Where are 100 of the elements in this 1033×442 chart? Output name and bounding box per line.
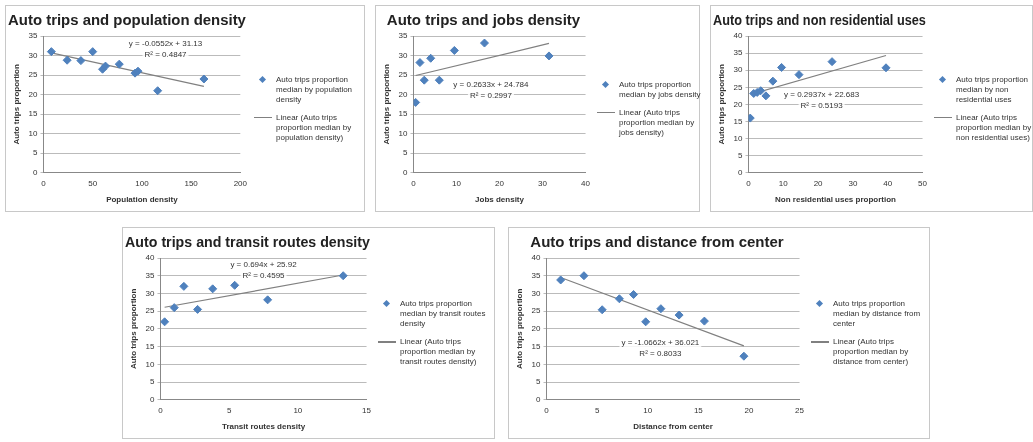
x-tick-label: 150 [184, 178, 199, 188]
y-tick-label: 20 [531, 324, 542, 334]
point [114, 59, 124, 69]
legend-label: Linear (Auto trips proportion median by transit routes density) [400, 337, 478, 367]
y-axis-title: Auto trips proportion [515, 288, 524, 370]
x-tick-label: 50 [918, 178, 928, 188]
x-tick-label: 5 [594, 405, 600, 415]
y-tick-label: 35 [733, 48, 744, 58]
y-axis-title: Auto trips proportion [717, 64, 726, 145]
legend-label: Auto trips proportion median by population density [276, 74, 354, 105]
x-axis-title: Transit routes density [221, 422, 306, 432]
annotation: y = -0.0552x + 31.13 [128, 39, 203, 49]
x-tick-label: 40 [883, 178, 893, 188]
y-tick-label: 20 [398, 89, 409, 99]
point [208, 284, 218, 294]
y-tick-label: 0 [403, 168, 409, 177]
x-tick-label: 20 [813, 178, 824, 188]
y-tick-label: 25 [733, 82, 744, 92]
point [699, 316, 709, 326]
point [76, 56, 86, 66]
point [827, 57, 837, 67]
chart-title: Auto trips and distance from center [530, 233, 784, 251]
legend-label: Linear (Auto trips proportion median by distance from center) [833, 337, 910, 367]
y-tick-label: 5 [150, 377, 156, 387]
point [434, 75, 444, 85]
x-tick-label: 0 [746, 178, 752, 188]
annotation: y = 0.694x + 25.92 [230, 260, 298, 270]
x-tick-label: 5 [226, 405, 232, 415]
x-tick-label: 100 [135, 178, 150, 188]
y-axis-title: Auto trips proportion [382, 64, 391, 145]
x-tick-label: 50 [88, 178, 98, 188]
point [777, 62, 787, 72]
x-axis-title: Non residential uses proportion [775, 195, 897, 205]
legend-label: Auto trips proportion median by jobs density [619, 79, 701, 100]
x-axis-title: Jobs density [475, 195, 525, 205]
y-tick-label: 30 [531, 288, 542, 298]
y-tick-label: 10 [28, 128, 39, 138]
y-tick-label: 10 [398, 128, 409, 138]
x-tick-label: 10 [643, 405, 653, 415]
legend-label: Auto trips proportion median by distance from center [833, 299, 922, 329]
x-tick-label: 0 [544, 405, 550, 415]
chart-title: Auto trips and jobs density [386, 11, 581, 29]
x-tick-label: 15 [362, 405, 372, 415]
y-tick-label: 40 [145, 253, 156, 263]
chart-title: Auto trips and non residential uses [713, 11, 927, 29]
x-tick-label: 20 [495, 178, 505, 188]
point [768, 76, 778, 86]
point [160, 317, 170, 327]
point [46, 47, 56, 57]
y-tick-label: 30 [398, 50, 409, 60]
legend-label: Linear (Auto trips proportion median by jobs density) [619, 107, 696, 138]
y-tick-label: 15 [28, 109, 39, 119]
y-tick-label: 0 [738, 168, 744, 177]
y-tick-label: 5 [536, 377, 542, 387]
point [199, 74, 209, 84]
annotation: R² = 0.2997 [469, 91, 513, 101]
y-tick-label: 10 [145, 359, 156, 369]
point [479, 38, 489, 48]
point [674, 310, 684, 320]
point [419, 75, 429, 85]
point [794, 70, 804, 80]
point [656, 304, 666, 314]
point [263, 295, 273, 305]
x-axis-title: Population density [106, 195, 179, 205]
point [230, 280, 240, 290]
y-tick-label: 5 [33, 148, 39, 158]
annotation: y = -1.0662x + 36.021 [621, 338, 700, 348]
y-tick-label: 25 [145, 306, 156, 316]
point [641, 317, 651, 327]
y-tick-label: 10 [531, 359, 542, 369]
x-tick-label: 0 [411, 178, 417, 188]
y-tick-label: 20 [733, 99, 744, 109]
legend-label: Linear (Auto trips proportion median by non residential uses) [956, 112, 1033, 143]
y-tick-label: 35 [531, 270, 542, 280]
legend-label: Auto trips proportion median by transit routes density [400, 299, 487, 329]
annotation: y = 0.2633x + 24.784 [453, 80, 530, 90]
y-tick-label: 10 [733, 133, 744, 143]
legend-label: Linear (Auto trips proportion median by population density) [276, 112, 353, 143]
point [413, 97, 421, 107]
point [179, 281, 189, 291]
point [629, 290, 639, 300]
point [338, 271, 348, 281]
annotation: R² = 0.4595 [242, 271, 286, 281]
y-tick-label: 0 [150, 395, 156, 404]
point [614, 294, 624, 304]
y-tick-label: 15 [733, 116, 744, 126]
annotation: R² = 0.5193 [800, 101, 844, 111]
annotation: R² = 0.4847 [144, 50, 188, 60]
y-tick-label: 40 [733, 31, 744, 41]
x-tick-label: 0 [41, 178, 47, 188]
annotation: R² = 0.8033 [639, 349, 682, 359]
y-tick-label: 35 [145, 270, 156, 280]
x-tick-label: 10 [293, 405, 303, 415]
y-tick-label: 30 [733, 65, 744, 75]
point [62, 55, 72, 65]
point [556, 275, 566, 285]
x-tick-label: 25 [795, 405, 805, 415]
point [544, 51, 554, 61]
point [597, 305, 607, 315]
y-tick-label: 25 [531, 306, 542, 316]
